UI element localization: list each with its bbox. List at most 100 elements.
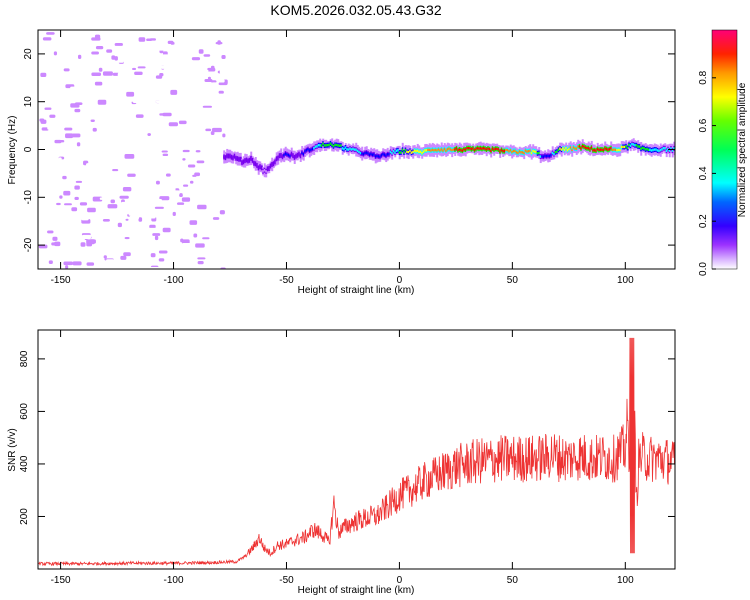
noise-cell: [203, 54, 211, 57]
signal-core: [359, 151, 362, 155]
signal-core: [559, 147, 562, 150]
signal-core: [308, 149, 311, 152]
signal-core: [635, 144, 638, 147]
noise-cell: [192, 174, 197, 177]
noise-cell: [81, 215, 89, 221]
noise-cell: [209, 200, 215, 203]
noise-cell: [189, 184, 197, 187]
noise-cell: [114, 43, 123, 46]
noise-cell: [130, 105, 135, 109]
noise-cell: [219, 116, 227, 120]
signal-core: [434, 148, 437, 152]
signal-core: [628, 143, 631, 147]
signal-core: [622, 145, 625, 149]
signal-core: [509, 149, 512, 152]
noise-cell: [65, 133, 74, 139]
signal-core: [292, 154, 295, 157]
signal-core: [326, 143, 329, 147]
noise-cell: [45, 42, 52, 45]
signal-core: [460, 148, 463, 152]
signal-core: [271, 163, 274, 166]
noise-cell: [63, 261, 73, 266]
noise-cell: [202, 105, 212, 108]
y-tick-label: -20: [23, 237, 34, 252]
noise-cell: [205, 128, 212, 132]
noise-cell: [203, 155, 210, 160]
noise-cell: [107, 81, 115, 85]
noise-cell: [44, 49, 50, 53]
signal-core: [262, 170, 265, 173]
signal-core: [310, 148, 313, 152]
noise-cell: [194, 101, 202, 104]
noise-cell: [222, 133, 226, 138]
signal-core: [620, 145, 623, 149]
signal-core: [247, 159, 250, 163]
signal-core: [623, 145, 626, 149]
signal-core: [556, 150, 559, 153]
noise-cell: [148, 262, 155, 266]
signal-core: [296, 154, 299, 157]
noise-cell: [74, 196, 79, 201]
signal-core: [517, 151, 520, 155]
noise-cell: [167, 99, 174, 103]
noise-cell: [80, 111, 89, 116]
signal-core: [245, 158, 248, 162]
signal-core: [446, 148, 449, 151]
signal-core: [311, 147, 314, 151]
noise-cell: [119, 195, 129, 199]
noise-cell: [40, 119, 47, 124]
noise-cell: [125, 218, 129, 221]
signal-core: [566, 148, 569, 152]
noise-cell: [102, 218, 110, 222]
noise-cell: [56, 202, 61, 206]
noise-cell: [172, 211, 176, 217]
noise-cell: [207, 117, 215, 120]
signal-core: [415, 150, 418, 153]
noise-cell: [101, 67, 109, 72]
noise-cell: [195, 243, 205, 248]
noise-cell: [138, 193, 148, 197]
colorbar-tick-label: 0.8: [698, 70, 709, 84]
signal-core: [436, 149, 439, 152]
noise-cell: [97, 258, 106, 262]
signal-core: [452, 148, 455, 151]
signal-core: [392, 149, 395, 153]
signal-core: [275, 157, 278, 160]
signal-core: [584, 146, 587, 149]
noise-cell: [70, 103, 80, 108]
signal-core: [626, 146, 629, 150]
noise-cell: [162, 153, 169, 156]
signal-core: [515, 151, 518, 154]
spectrogram-x-axis-label: Height of straight line (km): [298, 285, 415, 296]
noise-cell: [80, 65, 84, 71]
signal-core: [269, 164, 272, 168]
noise-cell: [91, 72, 102, 77]
signal-core: [467, 146, 470, 150]
noise-cell: [102, 71, 113, 76]
signal-core: [224, 156, 227, 159]
signal-core: [416, 149, 419, 153]
signal-core: [425, 149, 428, 152]
signal-core: [637, 145, 640, 148]
noise-cell: [197, 261, 204, 265]
noise-cell: [134, 71, 143, 75]
noise-cell: [168, 106, 172, 110]
signal-core: [431, 148, 434, 152]
snr-x-axis-label: Height of straight line (km): [298, 585, 415, 596]
signal-core: [344, 146, 347, 149]
noise-cell: [196, 160, 205, 164]
noise-cell: [71, 207, 78, 212]
signal-core: [284, 152, 287, 155]
noise-cell: [154, 206, 164, 209]
noise-cell: [152, 174, 159, 179]
noise-cell: [38, 144, 45, 147]
noise-cell: [188, 33, 199, 36]
noise-cell: [160, 65, 168, 69]
noise-cell: [159, 113, 167, 116]
noise-cell: [143, 43, 152, 49]
noise-cell: [200, 266, 209, 269]
signal-core: [376, 154, 379, 158]
noise-cell: [136, 170, 143, 175]
signal-core: [325, 144, 328, 147]
